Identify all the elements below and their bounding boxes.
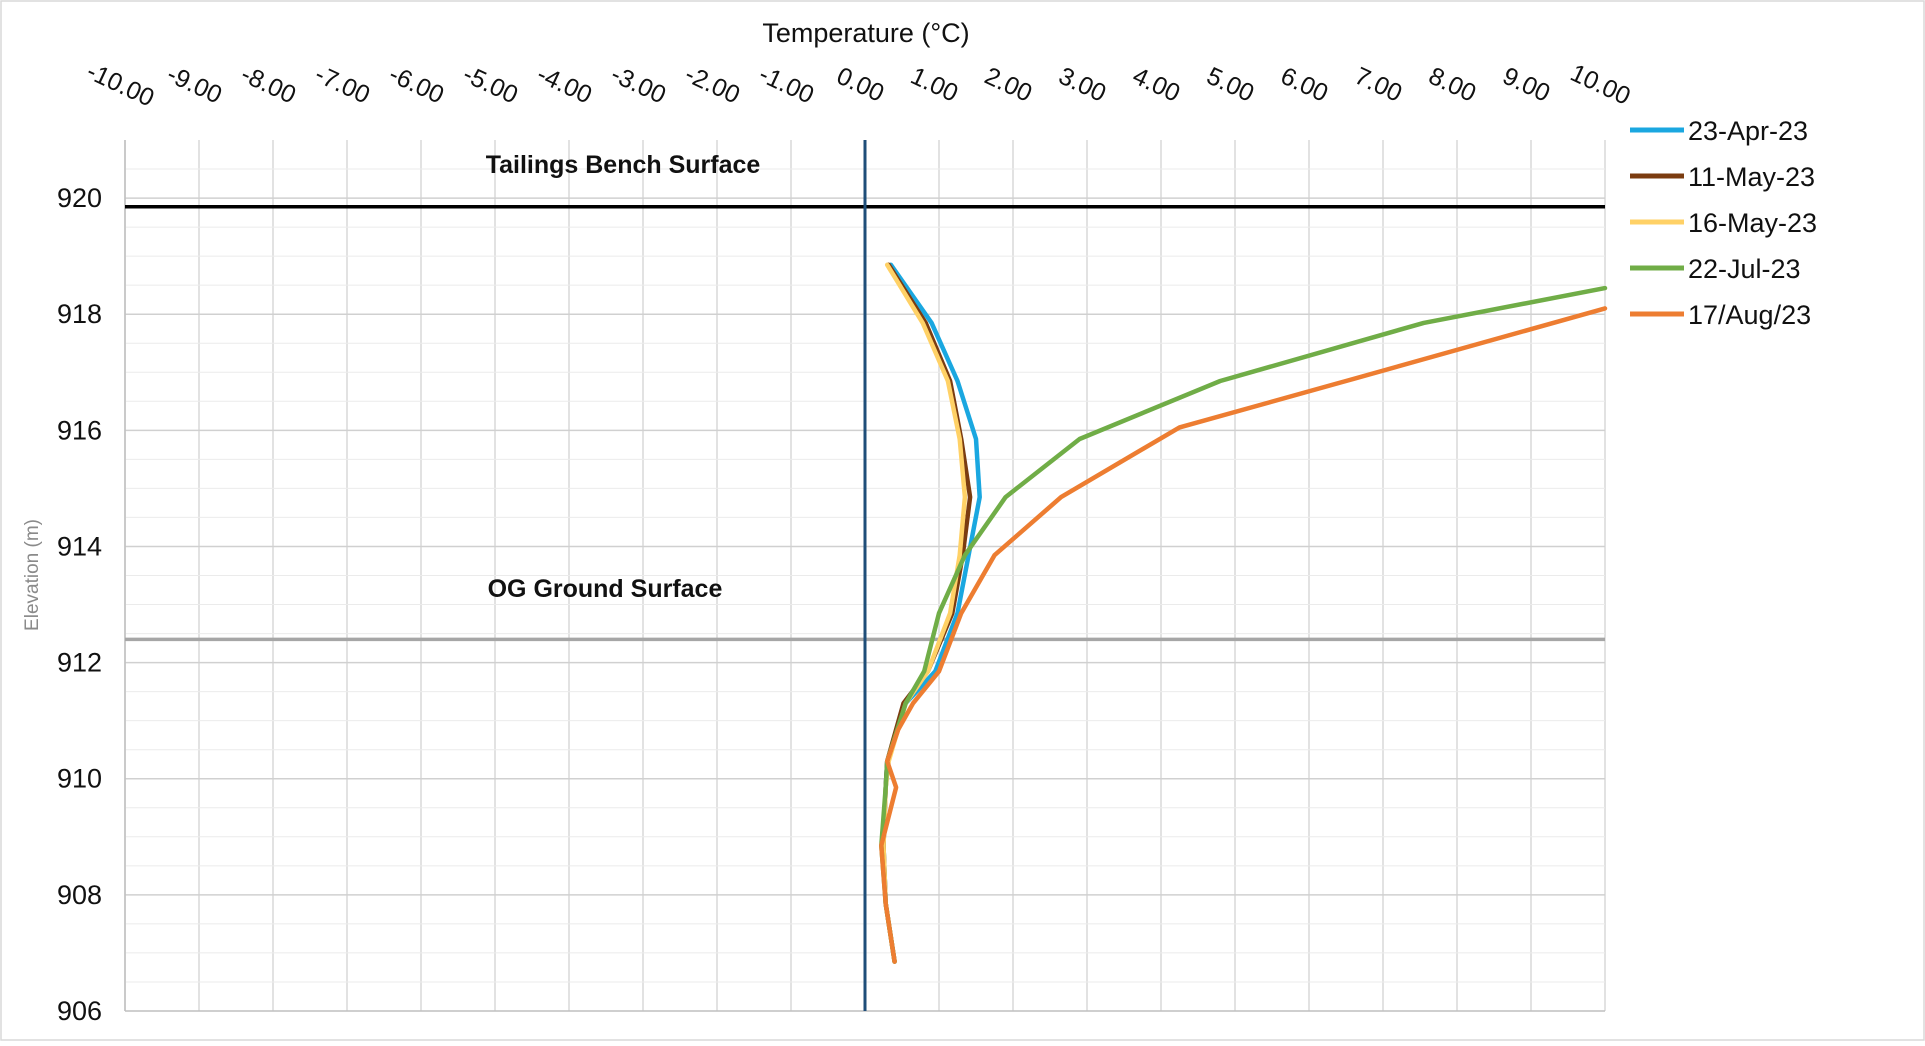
legend-label-4: 17/Aug/23 [1688,300,1811,330]
y-tick-labels: 906 908 910 912 914 916 918 920 [57,183,102,1026]
series-line-4 [879,306,1608,964]
legend-label-0: 23-Apr-23 [1688,116,1808,146]
og-ground-surface-annotation: OG Ground Surface [488,575,723,603]
legend-label-3: 22-Jul-23 [1688,254,1801,284]
y-tick-label: 908 [57,880,102,910]
legend-label-1: 11-May-23 [1688,162,1815,192]
tailings-bench-surface-annotation: Tailings Bench Surface [486,151,761,179]
y-tick-label: 906 [57,996,102,1026]
y-axis-title: Elevation (m) [22,519,43,631]
y-tick-label: 912 [57,648,102,678]
x-axis-title: Temperature (°C) [762,18,969,48]
y-tick-label: 916 [57,415,102,445]
y-tick-label: 920 [57,183,102,213]
y-tick-label: 914 [57,531,102,561]
data-series [879,262,1608,964]
legend-label-2: 16-May-23 [1688,208,1817,238]
y-tick-label: 910 [57,764,102,794]
reference-lines [125,140,1605,1011]
y-tick-label: 918 [57,299,102,329]
legend: 23-Apr-23 11-May-23 16-May-23 22-Jul-23 17/A… [1630,116,1817,330]
